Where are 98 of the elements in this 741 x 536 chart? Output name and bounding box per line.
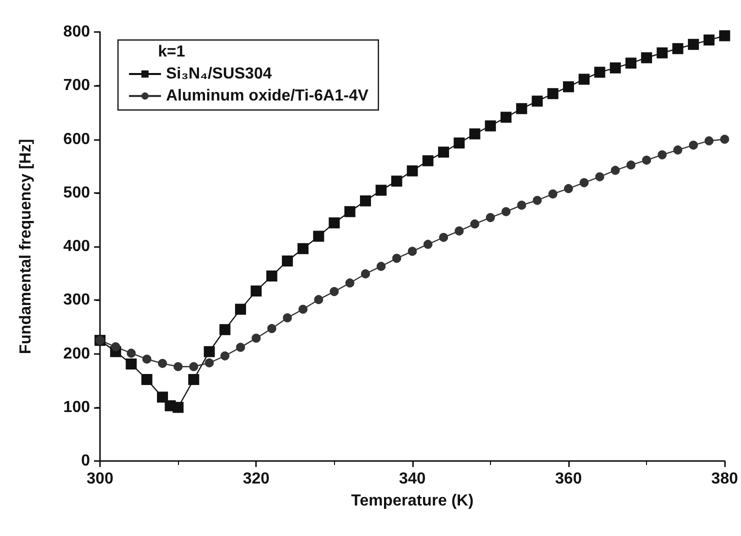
x-tick-label: 300 [86,470,114,488]
point [111,342,120,352]
point [641,52,652,64]
point [126,348,136,358]
point [423,240,432,249]
point [282,313,292,322]
point [672,43,684,54]
point [156,392,168,403]
point [720,134,730,144]
point [548,189,558,198]
y-tick-label: 100 [63,398,90,416]
point [610,166,620,175]
x-tick-label: 360 [555,470,582,488]
point [126,358,137,370]
point [189,362,198,372]
point [328,217,340,228]
x-axis-title: Temperature (K) [351,492,474,510]
point [345,278,354,288]
point [594,66,606,78]
point [642,156,652,165]
point [252,334,261,343]
point [704,34,715,46]
point [408,246,417,256]
point [172,402,184,413]
point [376,184,387,196]
point [578,74,590,85]
legend-label: Aluminum oxide/Ti-6A1-4V [166,88,369,104]
legend-title: k=1 [158,44,186,60]
y-tick-label: 600 [63,130,90,148]
point [204,358,214,368]
point [688,38,699,50]
point [470,219,480,228]
point [547,88,558,100]
point [469,128,480,140]
y-tick-label: 700 [63,77,90,94]
point [266,270,278,282]
point [282,255,293,266]
point [500,112,512,123]
point [392,254,402,263]
point [298,243,309,254]
point [580,178,589,188]
y-tick-label: 0 [81,452,90,470]
y-tick-label: 400 [63,238,90,255]
point [610,62,621,74]
y-tick-label: 300 [63,292,90,309]
point [376,262,386,271]
point [516,103,528,114]
point [564,184,573,194]
point [484,120,496,132]
point [673,145,682,154]
point [330,287,339,296]
point [314,295,324,304]
legend-label: Si₃N₄/SUS304 [166,66,272,82]
x-tick-label: 380 [711,470,738,488]
point [158,358,167,368]
point [656,47,668,58]
point [626,160,636,170]
point [250,286,262,297]
point [688,140,698,150]
point [532,96,543,107]
point [204,346,215,358]
point [625,58,636,69]
y-tick-label: 800 [63,24,90,40]
point [719,30,730,42]
y-axis-title: Fundamental frequency [Hz] [18,138,34,354]
point [454,138,465,149]
y-tick-label: 200 [63,345,90,362]
point [267,324,276,334]
x-tick-label: 340 [398,470,426,488]
point [219,324,230,336]
point [344,206,356,218]
point [235,304,246,315]
point [174,362,183,372]
point [360,269,370,278]
point [391,176,402,187]
point [454,226,464,236]
point [704,136,714,146]
point [502,207,511,216]
point [658,150,667,160]
point [595,172,604,182]
point [438,146,450,158]
point [313,230,324,242]
point [298,304,308,314]
point [486,213,495,222]
point [141,374,152,385]
point [562,81,574,92]
point [360,195,371,206]
point [532,196,542,205]
point [422,155,434,166]
point [188,374,200,385]
x-tick-label: 320 [242,470,270,488]
y-tick-label: 500 [63,184,90,202]
point [517,200,526,210]
point [220,351,230,360]
point [439,232,448,242]
point [142,354,152,364]
point [236,342,246,352]
point [406,165,418,176]
